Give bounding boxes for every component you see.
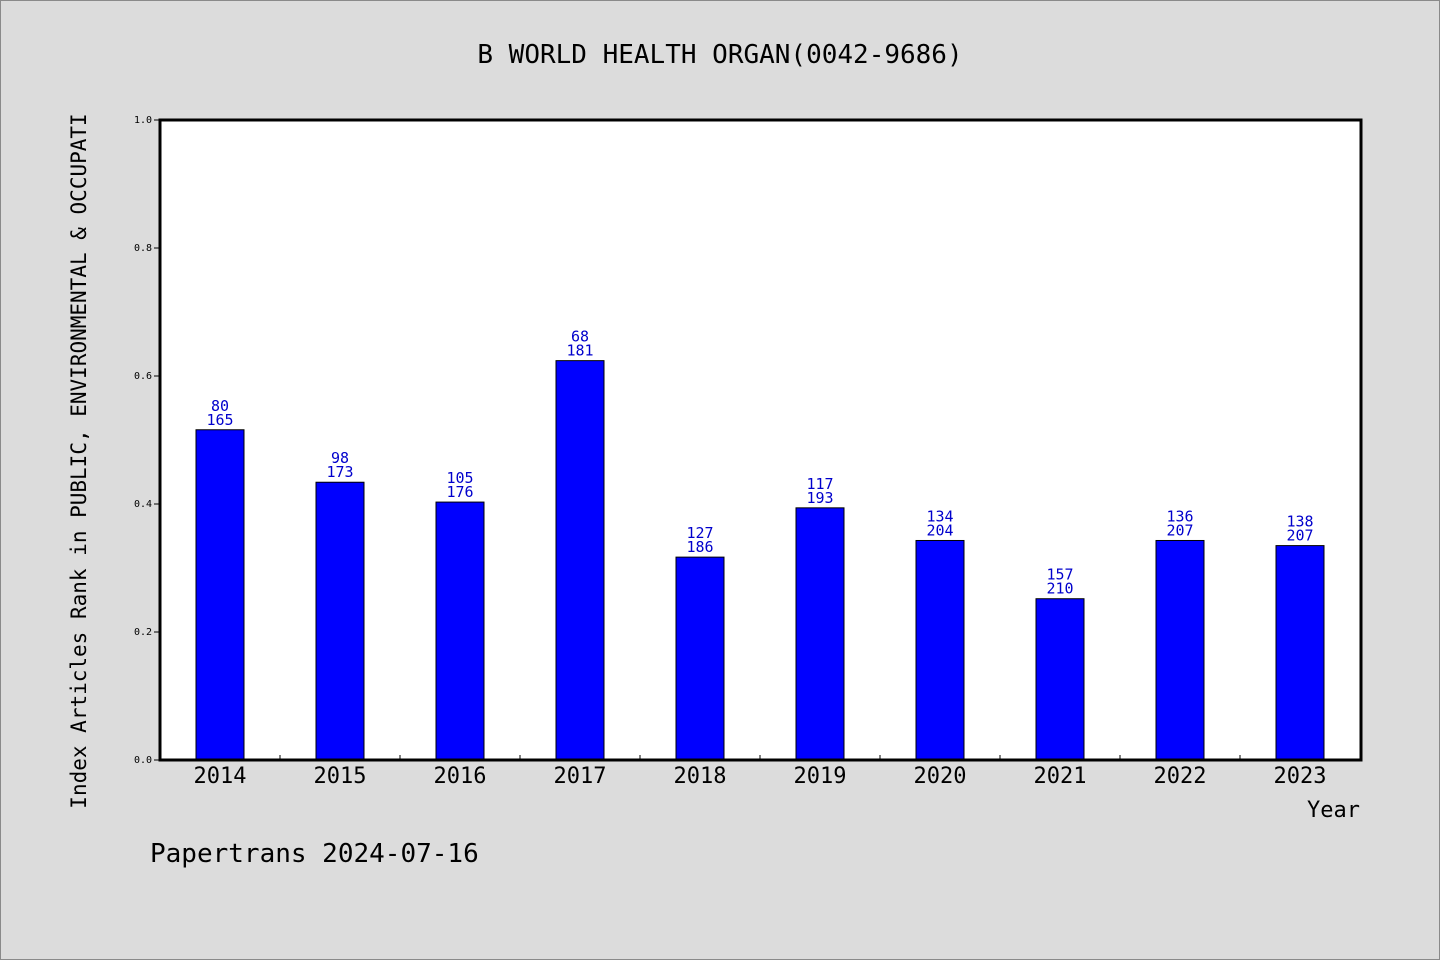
- x-tick-label: 2015: [314, 764, 367, 789]
- x-tick-label: 2019: [794, 764, 847, 789]
- bar-total-label: 207: [1286, 527, 1313, 545]
- bar-2023: [1275, 545, 1325, 761]
- x-axis-tick-labels: 2014 2015 2016 2017 2018 2019 2020 2021 2022 2023: [194, 764, 1327, 789]
- bar-rank-label: 80: [211, 397, 229, 415]
- bar-2021: [1035, 598, 1085, 761]
- x-axis-label: Year: [1307, 798, 1360, 823]
- bar-rank-label: 98: [331, 449, 349, 467]
- bar-series: [195, 360, 1325, 761]
- footer-credit: Papertrans 2024-07-16: [150, 839, 479, 869]
- y-axis-label: Index Articles Rank in PUBLIC, ENVIRONME…: [67, 113, 91, 808]
- bar-2016: [435, 501, 485, 761]
- bar-total-label: 165: [206, 411, 233, 429]
- bar-total-label: 181: [566, 342, 593, 360]
- y-tick-label: 1.0: [134, 115, 152, 126]
- bar-rank-label: 117: [806, 475, 833, 493]
- bar-total-label: 204: [926, 521, 953, 539]
- bar-total-label: 173: [326, 463, 353, 481]
- y-tick-label: 0.4: [134, 499, 152, 510]
- bar-2015: [315, 481, 365, 761]
- bar-total-label: 193: [806, 489, 833, 507]
- bar-2018: [675, 556, 725, 761]
- bar-rank-label: 68: [571, 328, 589, 346]
- x-tick-label: 2018: [674, 764, 727, 789]
- x-tick-label: 2023: [1274, 764, 1327, 789]
- y-tick-label: 0.2: [134, 627, 152, 638]
- x-tick-label: 2017: [554, 764, 607, 789]
- x-tick-label: 2014: [194, 764, 247, 789]
- bar-2019: [795, 507, 845, 761]
- bar-rank-label: 157: [1046, 566, 1073, 584]
- bar-rank-label: 136: [1166, 507, 1193, 525]
- y-tick-label: 0.8: [134, 243, 152, 254]
- plot-border: [158, 118, 1363, 762]
- bar-total-label: 176: [446, 483, 473, 501]
- bar-rank-label: 105: [446, 469, 473, 487]
- y-axis-ticks: 0.0 0.2 0.4 0.6 0.8 1.0: [134, 115, 160, 766]
- x-tick-label: 2022: [1154, 764, 1207, 789]
- y-tick-label: 0.0: [134, 755, 152, 766]
- bar-2020: [915, 539, 965, 761]
- x-tick-label: 2021: [1034, 764, 1087, 789]
- bar-total-label: 186: [686, 538, 713, 556]
- chart-title: B WORLD HEALTH ORGAN(0042-9686): [477, 40, 962, 70]
- y-tick-label: 0.6: [134, 371, 152, 382]
- bar-rank-label: 127: [686, 524, 713, 542]
- bar-2014: [195, 429, 245, 761]
- x-tick-label: 2016: [434, 764, 487, 789]
- bar-total-label: 210: [1046, 580, 1073, 598]
- bar-rank-label: 138: [1286, 513, 1313, 531]
- bar-total-label: 207: [1166, 521, 1193, 539]
- bar-2022: [1155, 539, 1205, 761]
- bar-rank-label: 134: [926, 507, 953, 525]
- x-tick-label: 2020: [914, 764, 967, 789]
- bar-2017: [555, 360, 605, 761]
